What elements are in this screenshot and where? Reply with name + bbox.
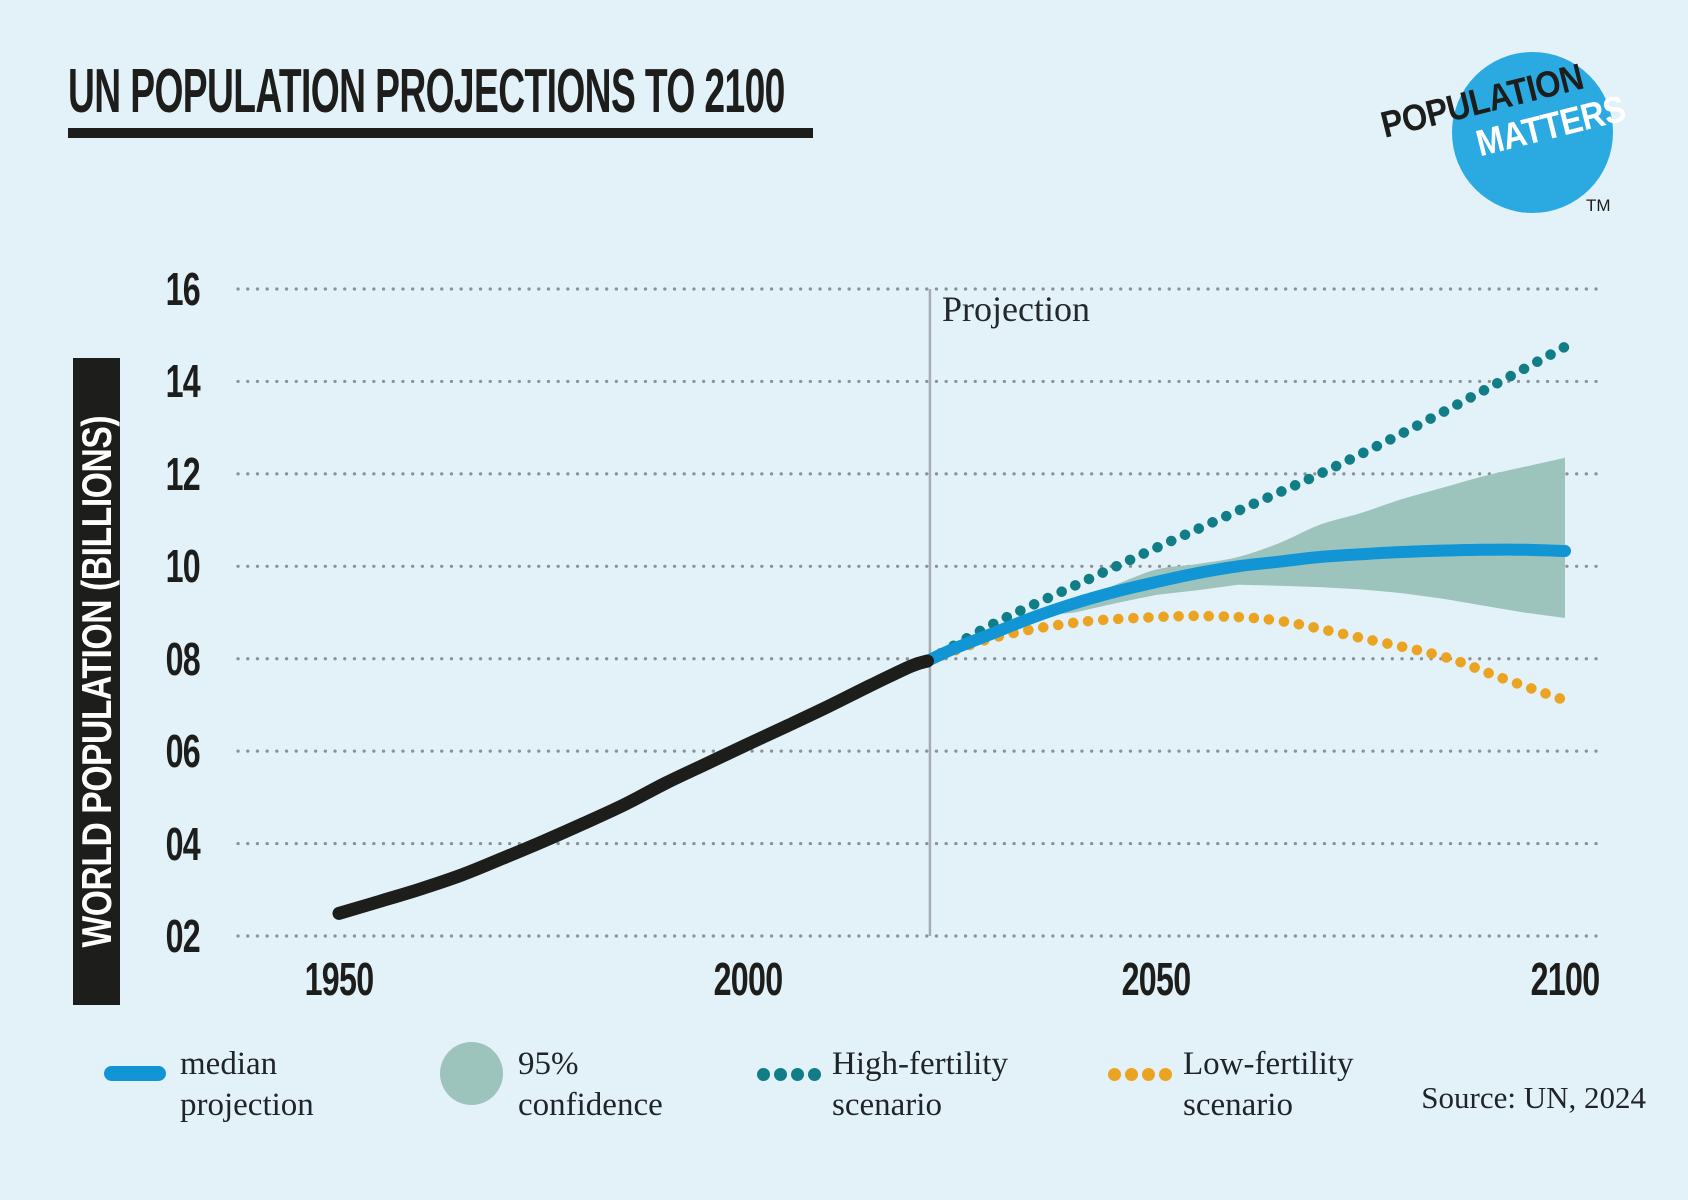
logo-trademark: TM [1586,196,1611,215]
legend-label-high-fertility: High-fertility scenario [832,1046,1008,1123]
page-title: UN POPULATION PROJECTIONS TO 2100 [68,57,785,126]
series-low-fertility-scenario [922,610,1571,706]
y-tick-label: 04 [165,817,201,870]
y-tick-label: 08 [165,632,201,685]
y-tick-label: 12 [165,447,201,500]
series-historical-population [332,654,934,920]
y-axis-title-bar: WORLD POPULATION (BILLIONS) [73,358,120,1005]
population-matters-logo-circle [1452,52,1613,213]
projection-annotation: Projection [942,289,1090,329]
series-median-projection [921,543,1571,667]
x-tick-label: 2100 [1530,953,1601,1005]
series-high-fertility-scenario [922,341,1571,667]
y-tick-label: 06 [165,725,201,778]
title-underline [68,128,813,138]
confidence-band-swatch [440,1042,503,1105]
x-tick-label: 1950 [304,953,375,1005]
legend-label-low-fertility: Low-fertility scenario [1183,1046,1354,1123]
y-tick-label: 10 [165,540,201,593]
legend-label-confidence: 95% confidence [518,1046,663,1123]
x-tick-label: 2000 [713,953,783,1005]
median-projection-line-swatch [104,1066,166,1081]
low-fertility-dots-swatch [1108,1068,1172,1081]
legend-label-median: median projection [180,1046,314,1123]
y-axis-title: WORLD POPULATION (BILLIONS) [72,415,120,948]
y-tick-label: 02 [165,910,201,962]
high-fertility-dots-swatch [757,1068,821,1081]
y-tick-label: 14 [165,355,201,408]
y-tick-label: 16 [165,263,201,315]
x-tick-label: 2050 [1121,953,1192,1005]
source-credit: Source: UN, 2024 [1421,1080,1646,1115]
